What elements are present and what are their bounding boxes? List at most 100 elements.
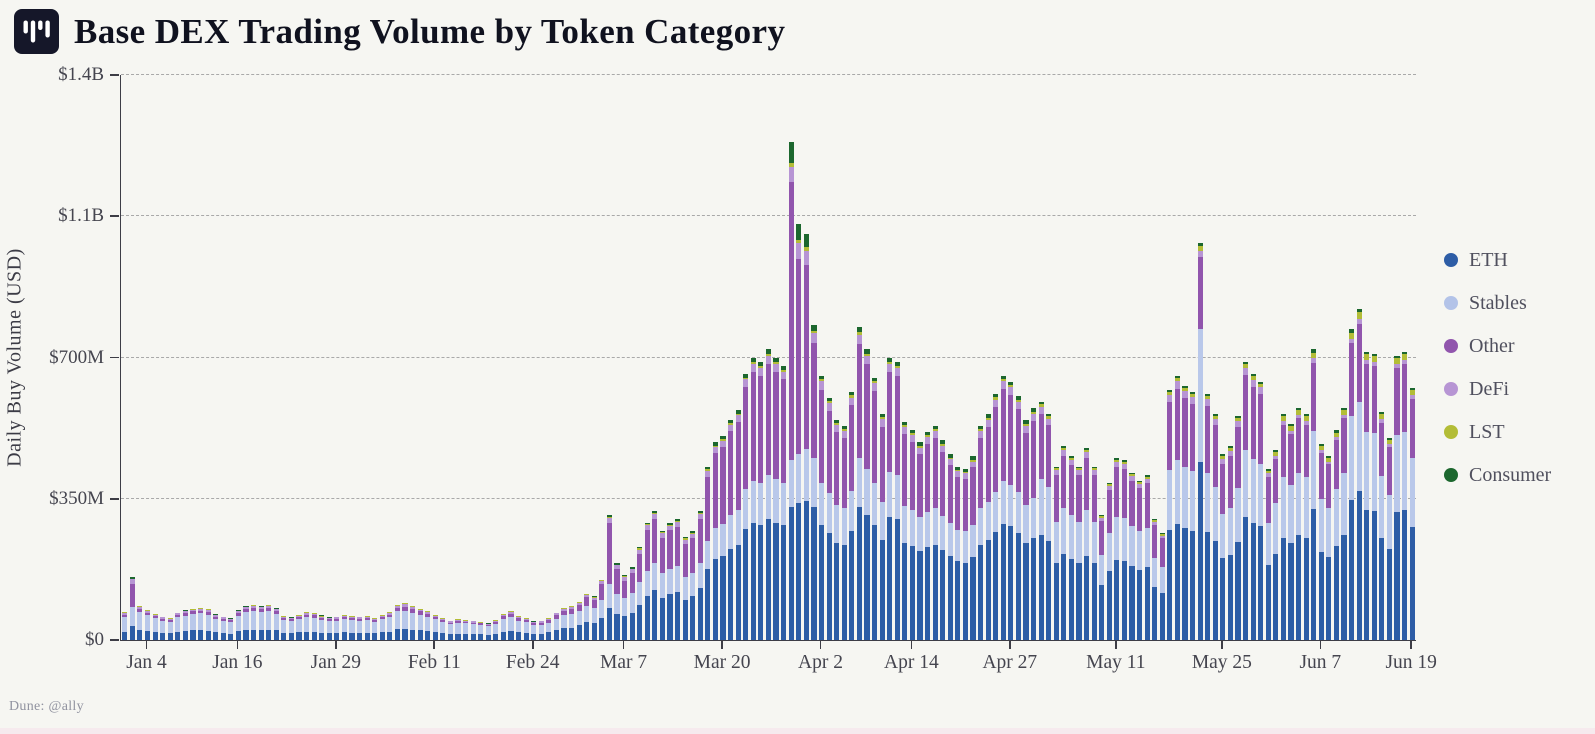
bar-segment-defi	[553, 613, 560, 615]
bar-segment-lst	[1379, 414, 1385, 419]
bar-segment-consumer	[1076, 466, 1082, 469]
bar-segment-lst	[940, 443, 946, 446]
bar-segment-stables	[379, 619, 385, 633]
bar-segment-stables	[705, 541, 711, 570]
bar	[644, 523, 650, 640]
bar-segment-lst	[258, 606, 264, 608]
bar-segment-stables	[735, 509, 741, 546]
bar-segment-defi	[637, 549, 643, 555]
bar-segment-defi	[258, 607, 264, 609]
bar-segment-other	[841, 438, 847, 509]
bar	[743, 373, 749, 640]
bar-segment-eth	[508, 631, 514, 640]
bar-segment-lst	[1114, 460, 1120, 463]
bar-segment-other	[781, 379, 787, 483]
bar-segment-consumer	[1091, 466, 1097, 469]
bar-segment-stables	[569, 614, 575, 628]
bar-segment-consumer	[940, 440, 946, 444]
bar-segment-consumer	[1296, 408, 1302, 411]
bar	[152, 613, 158, 640]
bar	[1311, 349, 1317, 640]
legend: ETH Stables Other DeFi LST Consumer	[1444, 249, 1551, 507]
bar-segment-other	[818, 389, 825, 483]
bar-segment-lst	[902, 425, 908, 428]
bar-segment-other	[773, 371, 779, 480]
bar-segment-stables	[470, 624, 476, 634]
y-tick-mark	[110, 215, 119, 218]
bar-segment-eth	[970, 557, 976, 640]
bar-segment-defi	[523, 618, 529, 620]
bar-segment-stables	[1053, 521, 1059, 564]
bar-segment-stables	[1333, 489, 1340, 546]
bar-segment-eth	[425, 631, 431, 640]
bar-segment-stables	[599, 599, 605, 618]
bar-segment-eth	[379, 632, 385, 640]
bar-segment-lst	[637, 548, 643, 550]
bar-segment-stables	[985, 501, 991, 540]
bar-segment-eth	[311, 631, 317, 640]
bar-segment-other	[591, 600, 597, 609]
bar-segment-other	[372, 619, 378, 622]
bar-segment-consumer	[1409, 387, 1415, 390]
bar-segment-other	[614, 569, 620, 594]
bar-segment-stables	[1250, 459, 1256, 523]
bar-segment-other	[220, 618, 226, 621]
bar	[175, 612, 181, 640]
bar	[379, 615, 385, 640]
bar-segment-other	[1068, 465, 1074, 516]
bar-segment-lst	[591, 596, 597, 598]
bar-segment-stables	[1197, 329, 1203, 463]
bar-segment-consumer	[1000, 375, 1006, 380]
bar-segment-stables	[281, 620, 287, 633]
bar-segment-other	[667, 530, 673, 569]
bar-segment-defi	[902, 427, 908, 435]
bar-segment-consumer	[1265, 468, 1271, 471]
bar-segment-stables	[387, 617, 393, 632]
bar-segment-consumer	[932, 426, 938, 430]
bar-segment-other	[266, 608, 272, 612]
bar-segment-eth	[1296, 535, 1302, 640]
bar-segment-stables	[1174, 460, 1180, 524]
bar-segment-eth	[553, 630, 560, 640]
bar-segment-stables	[818, 482, 825, 525]
bar-segment-defi	[924, 437, 931, 444]
chart-title: Base DEX Trading Volume by Token Categor…	[74, 11, 786, 51]
bar-segment-defi	[690, 533, 696, 539]
bar-segment-defi	[1159, 535, 1165, 539]
bar	[326, 617, 332, 640]
bar-segment-defi	[228, 619, 234, 621]
bar-segment-eth	[765, 518, 772, 640]
bar-segment-consumer	[1190, 391, 1196, 394]
bar-segment-defi	[1190, 397, 1196, 404]
bar-segment-other	[924, 443, 931, 512]
bar-segment-defi	[758, 367, 764, 376]
bar-segment-eth	[864, 514, 870, 640]
bar-segment-other	[122, 614, 128, 618]
bar-segment-stables	[1288, 484, 1294, 543]
bar-segment-consumer	[909, 430, 915, 434]
bar	[1129, 472, 1135, 640]
bar-segment-eth	[569, 627, 575, 640]
bar	[129, 577, 135, 640]
bar	[463, 619, 469, 640]
bar-segment-eth	[1030, 537, 1037, 640]
bar-segment-eth	[1349, 500, 1355, 640]
bar-segment-lst	[364, 616, 370, 618]
bar-segment-consumer	[1106, 482, 1112, 484]
bar-segment-eth	[281, 632, 287, 640]
bar-segment-lst	[1326, 458, 1332, 462]
legend-item-stables: Stables	[1444, 292, 1551, 314]
bar-segment-lst	[682, 538, 688, 540]
bar-segment-eth	[538, 633, 544, 640]
bar-segment-defi	[1212, 419, 1218, 426]
bar	[993, 393, 999, 640]
bar-segment-stables	[1371, 433, 1377, 511]
bar-segment-other	[281, 618, 287, 621]
bar-segment-other	[637, 554, 643, 583]
bar-segment-defi	[319, 616, 325, 618]
bar-segment-lst	[659, 532, 666, 534]
bar-segment-stables	[940, 515, 946, 551]
bar-segment-lst	[841, 429, 847, 432]
bar	[485, 623, 491, 640]
bar-segment-other	[1083, 457, 1090, 510]
